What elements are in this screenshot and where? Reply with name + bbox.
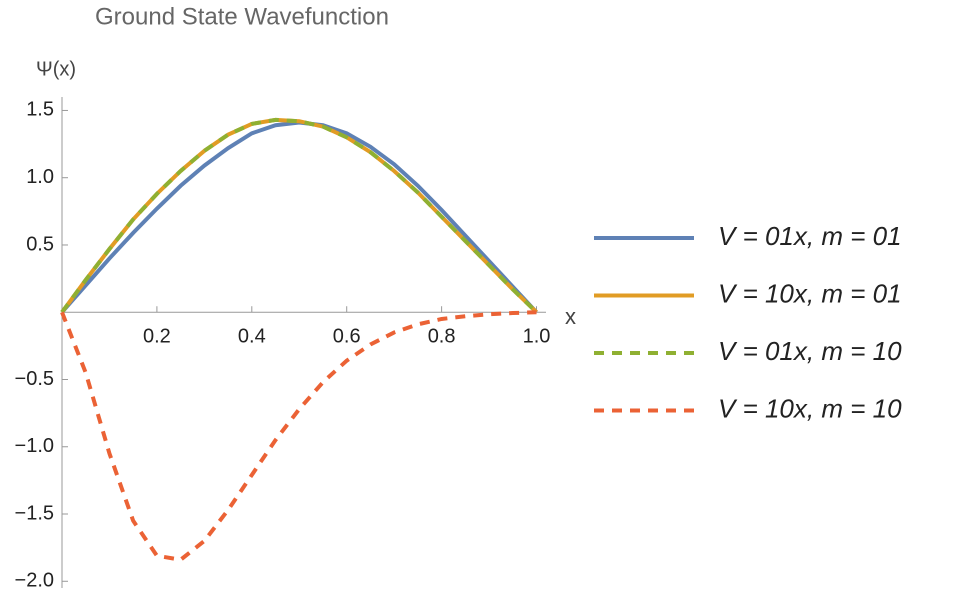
x-tick-label: 0.8 bbox=[428, 326, 456, 348]
y-tick-label: −2.0 bbox=[15, 570, 54, 592]
legend-label: V = 10x, m = 01 bbox=[718, 278, 902, 308]
chart-title: Ground State Wavefunction bbox=[95, 3, 389, 30]
y-tick-label: −1.5 bbox=[15, 502, 54, 524]
series-line bbox=[60, 117, 538, 314]
y-tick-label: −0.5 bbox=[15, 368, 54, 390]
legend-label: V = 01x, m = 10 bbox=[718, 336, 902, 366]
legend-label: V = 10x, m = 10 bbox=[718, 393, 902, 423]
y-axis-label: Ψ(x) bbox=[36, 58, 76, 80]
x-tick-label: 0.6 bbox=[333, 326, 361, 348]
x-tick-label: 0.4 bbox=[238, 326, 266, 348]
series-line bbox=[60, 310, 537, 562]
y-tick-label: 1.0 bbox=[26, 166, 54, 188]
legend-label: V = 01x, m = 01 bbox=[718, 221, 902, 251]
x-tick-label: 0.2 bbox=[143, 326, 171, 348]
y-tick-label: 1.5 bbox=[26, 99, 54, 121]
x-axis-label: x bbox=[565, 304, 576, 329]
x-tick-label: 1.0 bbox=[523, 326, 551, 348]
y-tick-label: 0.5 bbox=[26, 233, 54, 255]
series-line bbox=[60, 117, 538, 314]
y-tick-label: −1.0 bbox=[15, 435, 54, 457]
